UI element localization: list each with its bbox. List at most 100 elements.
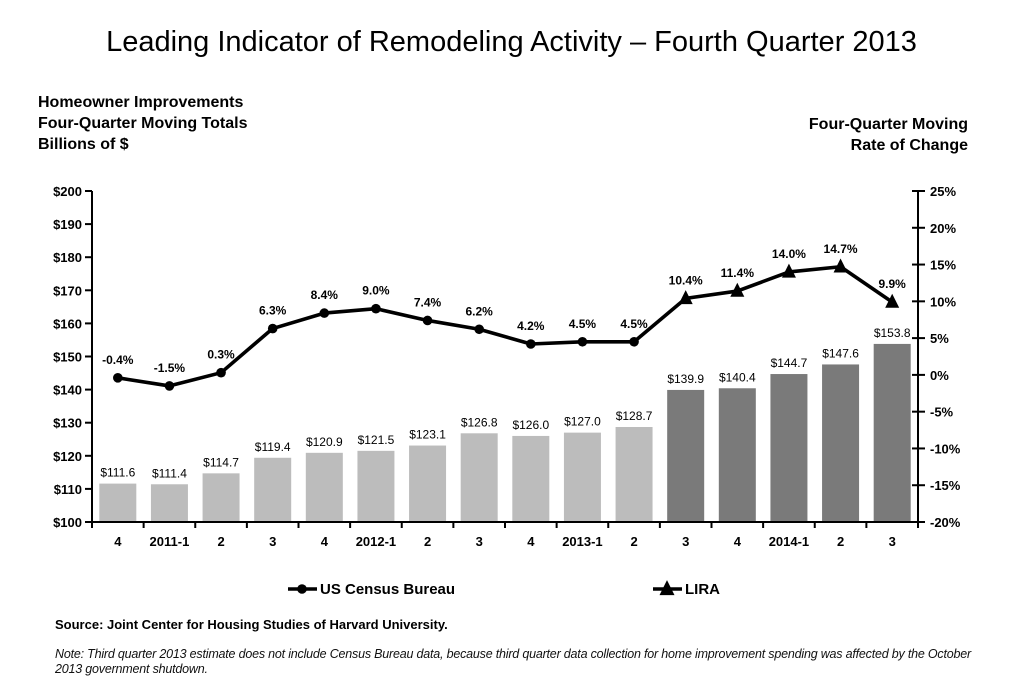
bar-value-label: $128.7 [616,409,653,423]
rate-value-label: 11.4% [721,266,755,280]
census-point-marker [577,336,588,347]
census-bar [305,452,343,522]
left-axis-tick-label: $140 [53,383,82,398]
legend-census-marker [297,584,307,594]
right-header-line-2: Rate of Change [850,137,968,154]
left-axis-tick-label: $200 [53,184,82,199]
left-axis-tick-label: $160 [53,316,82,331]
left-axis-tick-label: $120 [53,449,82,464]
lira-bar [770,374,808,522]
bar-value-label: $111.4 [152,466,187,480]
left-axis-tick-label: $100 [53,515,82,530]
lira-point-marker [833,258,848,273]
lira-bar [873,343,911,522]
bar-value-label: $111.6 [100,466,135,480]
rate-value-label: 8.4% [311,288,339,302]
x-axis-label: 3 [269,534,276,549]
left-axis-tick-label: $110 [54,482,82,497]
x-axis-label: 4 [527,534,535,549]
rate-value-label: 6.3% [259,304,287,318]
left-axis-tick-label: $130 [53,416,82,431]
bar-value-label: $127.0 [564,415,601,429]
bar-value-label: $139.9 [667,372,704,386]
x-axis-label: 4 [734,534,742,549]
lira-point-marker [730,282,745,297]
chart-title: Leading Indicator of Remodeling Activity… [106,26,917,58]
rate-value-label: 4.2% [517,319,545,333]
census-bar [512,435,550,522]
bar-value-label: $120.9 [306,435,343,449]
x-axis-label: 2012-1 [356,534,396,549]
note-line: Note: Third quarter 2013 estimate does n… [55,647,971,676]
rate-value-label: 4.5% [620,317,648,331]
census-point-marker [113,373,123,383]
rate-value-label: 7.4% [414,295,442,309]
rate-value-label: -0.4% [102,353,134,367]
right-axis-tick-label: -20% [930,515,961,530]
x-axis-label: 3 [889,534,896,549]
census-bar [202,473,240,522]
right-axis-tick-label: 25% [930,184,956,199]
legend-lira-marker [659,580,675,596]
rate-value-label: 6.2% [466,304,494,318]
right-axis-tick-label: -15% [930,478,961,493]
bar-value-label: $126.0 [512,418,549,432]
right-axis-tick-label: 0% [930,368,949,383]
census-bar [99,483,137,522]
bar-value-label: $126.8 [461,415,498,429]
lira-point-marker [885,293,900,308]
rate-value-label: 9.0% [362,284,390,298]
x-axis-label: 2011-1 [150,534,190,549]
bar-value-label: $140.4 [719,370,756,384]
right-axis-tick-label: -10% [930,441,961,456]
rate-value-label: 14.0% [772,247,806,261]
x-axis-label: 2 [424,534,431,549]
bar-value-label: $147.6 [822,346,859,360]
bar-value-label: $153.8 [874,326,911,340]
census-point-marker [422,315,433,326]
census-bar [460,433,498,522]
census-point-marker [164,381,175,391]
census-point-marker [526,339,536,349]
left-axis-tick-label: $170 [53,283,82,298]
left-axis-tick-label: $180 [53,250,82,265]
rate-value-label: 0.3% [207,348,235,362]
bar-value-label: $121.5 [358,433,395,447]
x-axis-label: 2 [630,534,637,549]
lira-point-marker [678,290,693,305]
bar-value-label: $123.1 [409,428,446,442]
x-axis-label: 2 [837,534,844,549]
census-bar [254,457,292,522]
x-axis-label: 2013-1 [562,534,602,549]
legend-lira-label: LIRA [685,581,720,598]
census-bar [150,484,188,522]
legend-census-label: US Census Bureau [320,581,455,598]
bar-value-label: $119.4 [255,440,291,454]
left-header-line-3: Billions of $ [38,136,129,153]
x-axis-label: 4 [321,534,329,549]
x-axis-label: 4 [114,534,122,549]
bar-value-label: $144.7 [771,356,808,370]
rate-value-label: 14.7% [824,242,858,256]
lira-point-marker [781,263,796,278]
bar-value-label: $114.7 [203,455,239,469]
left-header-line-1: Homeowner Improvements [38,94,244,111]
x-axis-label: 3 [476,534,483,549]
census-bar [409,445,447,522]
source-line: Source: Joint Center for Housing Studies… [55,617,448,632]
right-header-line-1: Four-Quarter Moving [808,116,968,133]
lira-bar [822,364,860,522]
census-point-marker [216,367,226,378]
rate-value-label: -1.5% [154,361,186,375]
left-axis-tick-label: $190 [53,217,82,232]
census-point-marker [371,303,381,314]
right-axis-tick-label: 15% [930,258,956,273]
census-bar [615,427,653,522]
census-point-marker [629,336,639,347]
census-point-marker [267,323,278,334]
x-axis-label: 3 [682,534,689,549]
left-axis-header: Homeowner Improvements Four-Quarter Movi… [38,92,247,155]
right-axis-header: Four-Quarter Moving Rate of Change [809,114,968,156]
